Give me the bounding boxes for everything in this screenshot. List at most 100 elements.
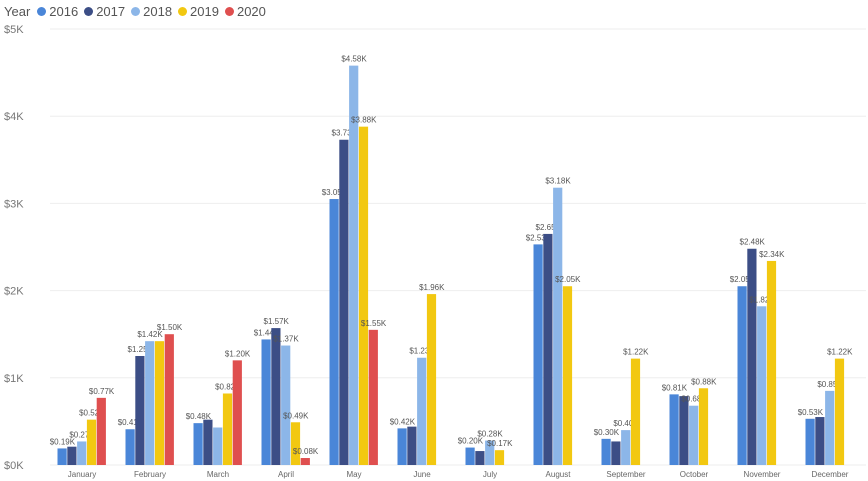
legend-item-2018[interactable]: 2018 — [131, 4, 172, 19]
bar-2016-september — [601, 438, 611, 465]
data-label: $0.08K — [293, 447, 319, 456]
x-tick-label: August — [546, 470, 572, 479]
legend-dot-icon — [84, 6, 94, 16]
data-label: $1.55K — [361, 319, 387, 328]
legend-item-2020[interactable]: 2020 — [224, 4, 266, 19]
bar-2019-october — [698, 388, 709, 465]
bar-2019-february — [154, 341, 165, 465]
x-tick-label: April — [278, 470, 294, 479]
bar-2017-january — [67, 446, 77, 465]
data-label: $1.23K — [409, 347, 435, 356]
data-label: $4.58K — [341, 55, 367, 64]
data-label: $2.05K — [555, 275, 581, 284]
data-label: $2.53K — [526, 233, 552, 242]
legend-item-2016[interactable]: 2016 — [37, 4, 78, 19]
data-label: $0.42K — [390, 417, 416, 426]
x-tick-label: May — [346, 470, 361, 479]
bar-2020-may — [368, 329, 378, 465]
chart-legend: Year 2016 2017 2018 2019 2020 — [4, 2, 272, 20]
y-tick-label: $3K — [4, 198, 24, 210]
bar-2019-january — [86, 419, 97, 465]
bar-2016-march — [193, 423, 203, 465]
bar-2017-december — [815, 417, 825, 465]
bar-2017-february — [135, 356, 145, 465]
data-label: $0.85K — [817, 380, 843, 389]
x-tick-label: November — [744, 470, 781, 479]
data-label: $1.44K — [254, 328, 280, 337]
bar-2018-november — [757, 306, 767, 465]
legend-label: 2019 — [190, 3, 219, 19]
y-tick-label: $1K — [4, 373, 24, 385]
bar-2016-july — [465, 447, 475, 465]
bar-2016-november — [737, 286, 747, 465]
data-label: $1.42K — [137, 330, 163, 339]
bar-2018-august — [553, 187, 563, 466]
bar-2016-december — [805, 418, 815, 465]
bar-2019-july — [494, 450, 505, 465]
data-label: $1.57K — [264, 317, 290, 326]
data-label: $0.82K — [215, 382, 241, 391]
x-tick-label: June — [413, 470, 431, 479]
bar-2017-april — [271, 328, 281, 465]
bar-2019-june — [426, 294, 437, 465]
bar-2016-october — [669, 394, 679, 465]
data-label: $3.18K — [545, 177, 571, 186]
bar-2019-august — [562, 286, 573, 465]
bar-2020-january — [96, 397, 106, 465]
x-tick-label: January — [68, 470, 96, 479]
bar-2019-september — [630, 358, 641, 465]
x-tick-label: September — [606, 470, 645, 479]
data-label: $1.37K — [273, 335, 299, 344]
data-label: $0.81K — [662, 383, 688, 392]
y-tick-label: $2K — [4, 286, 24, 298]
data-label: $0.20K — [458, 437, 484, 446]
bar-2017-march — [203, 419, 213, 465]
data-label: $2.48K — [740, 238, 766, 247]
data-label: $0.40K — [613, 419, 639, 428]
data-label: $0.49K — [283, 411, 309, 420]
data-label: $1.25K — [128, 345, 154, 354]
bar-2018-september — [621, 430, 631, 465]
data-label: $1.22K — [623, 348, 649, 357]
data-label: $0.41K — [118, 418, 144, 427]
data-label: $0.19K — [50, 437, 76, 446]
bar-2018-june — [417, 357, 427, 465]
legend-title: Year — [4, 3, 31, 19]
bar-2016-january — [57, 448, 67, 465]
data-label: $3.05K — [322, 188, 348, 197]
x-tick-label: December — [812, 470, 849, 479]
bar-2016-may — [329, 199, 339, 466]
bar-2018-july — [485, 440, 495, 465]
x-tick-label: February — [134, 470, 166, 479]
legend-dot-icon — [224, 6, 234, 16]
data-label: $0.30K — [594, 428, 620, 437]
data-label: $1.20K — [225, 349, 251, 358]
bar-2016-june — [397, 428, 407, 465]
bar-2017-august — [543, 233, 553, 465]
x-tick-label: March — [207, 470, 229, 479]
legend-label: 2017 — [96, 3, 126, 19]
bar-2017-october — [679, 396, 689, 465]
bar-2019-november — [766, 260, 777, 465]
bar-2019-may — [358, 126, 369, 465]
data-label: $1.96K — [419, 283, 445, 292]
y-tick-label: $0K — [4, 460, 24, 472]
data-label: $3.73K — [332, 129, 358, 138]
data-label: $2.65K — [536, 223, 562, 232]
data-label: $3.88K — [351, 116, 377, 125]
legend-item-2019[interactable]: 2019 — [178, 4, 219, 19]
bar-2020-april — [300, 458, 310, 465]
legend-label: 2016 — [49, 3, 79, 19]
bar-2016-august — [533, 244, 543, 465]
x-tick-label: October — [680, 470, 709, 479]
bar-2017-may — [339, 139, 349, 465]
bar-2018-april — [281, 345, 291, 465]
data-label: $0.17K — [487, 439, 513, 448]
data-label: $0.77K — [89, 387, 115, 396]
data-label: $2.05K — [730, 275, 756, 284]
x-tick-label: July — [483, 470, 497, 479]
bar-2017-september — [611, 441, 621, 465]
legend-item-2017[interactable]: 2017 — [84, 4, 125, 19]
bar-2018-december — [825, 390, 835, 465]
